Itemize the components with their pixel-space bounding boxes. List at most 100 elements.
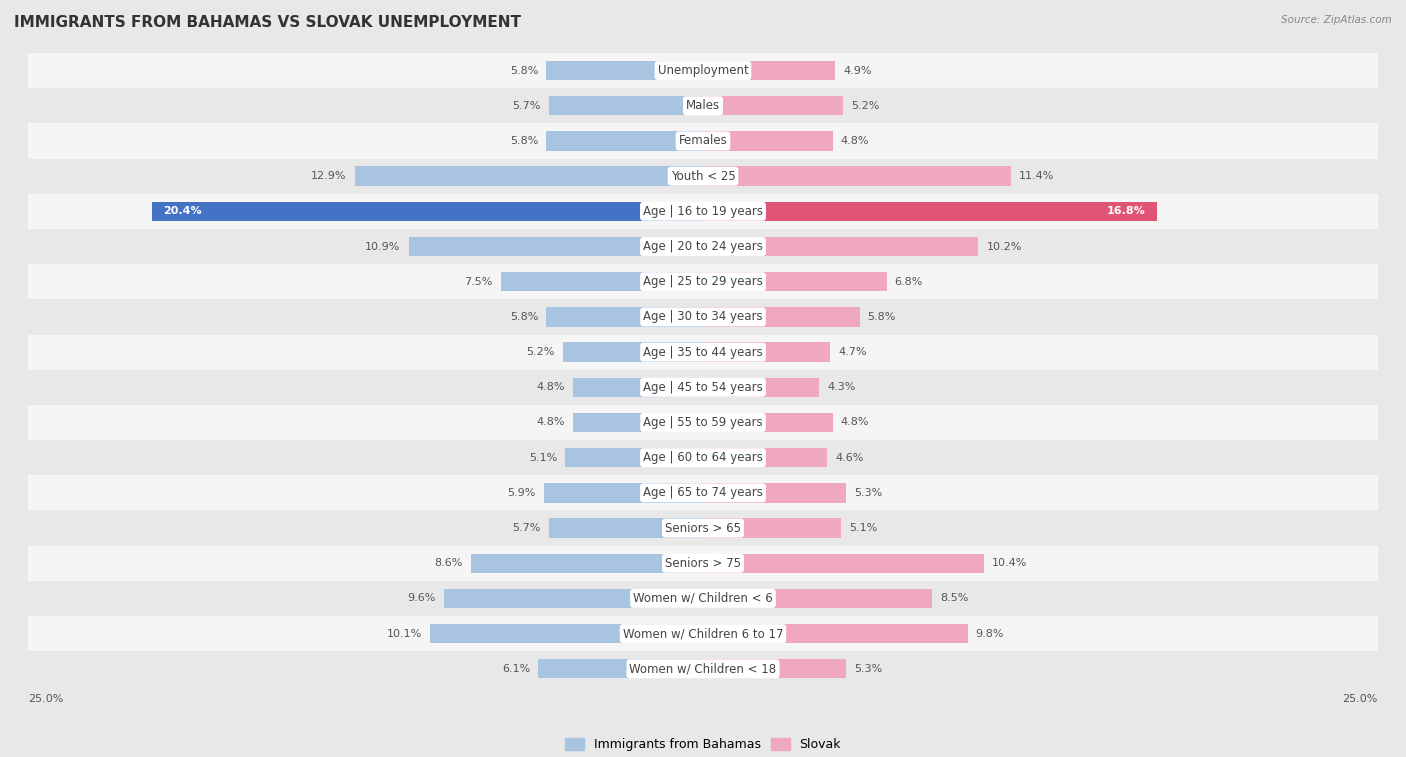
Text: 10.2%: 10.2% bbox=[987, 241, 1022, 251]
Bar bbox=[28, 405, 1378, 440]
Text: Youth < 25: Youth < 25 bbox=[671, 170, 735, 182]
Bar bbox=[703, 483, 846, 503]
Bar bbox=[562, 342, 703, 362]
Bar bbox=[703, 413, 832, 432]
Text: Unemployment: Unemployment bbox=[658, 64, 748, 77]
Text: 4.8%: 4.8% bbox=[841, 418, 869, 428]
Text: 5.7%: 5.7% bbox=[513, 523, 541, 533]
Bar bbox=[574, 378, 703, 397]
Bar bbox=[547, 307, 703, 326]
Text: 9.8%: 9.8% bbox=[976, 628, 1004, 639]
Text: Age | 65 to 74 years: Age | 65 to 74 years bbox=[643, 486, 763, 500]
Bar bbox=[354, 167, 703, 185]
Bar bbox=[471, 553, 703, 573]
Text: 4.8%: 4.8% bbox=[537, 418, 565, 428]
Text: 4.8%: 4.8% bbox=[537, 382, 565, 392]
Text: 10.9%: 10.9% bbox=[366, 241, 401, 251]
Bar bbox=[547, 61, 703, 80]
Legend: Immigrants from Bahamas, Slovak: Immigrants from Bahamas, Slovak bbox=[560, 734, 846, 756]
Text: Age | 35 to 44 years: Age | 35 to 44 years bbox=[643, 346, 763, 359]
Bar bbox=[703, 448, 827, 467]
Bar bbox=[28, 335, 1378, 369]
Bar bbox=[28, 651, 1378, 687]
Text: 5.8%: 5.8% bbox=[868, 312, 896, 322]
Text: Age | 16 to 19 years: Age | 16 to 19 years bbox=[643, 205, 763, 218]
Bar bbox=[28, 440, 1378, 475]
Bar bbox=[28, 123, 1378, 158]
Bar bbox=[409, 237, 703, 256]
Text: 4.7%: 4.7% bbox=[838, 347, 866, 357]
Text: 5.3%: 5.3% bbox=[855, 488, 883, 498]
Bar bbox=[28, 158, 1378, 194]
Text: Age | 60 to 64 years: Age | 60 to 64 years bbox=[643, 451, 763, 464]
Bar bbox=[574, 413, 703, 432]
Bar bbox=[28, 475, 1378, 510]
Text: Age | 30 to 34 years: Age | 30 to 34 years bbox=[643, 310, 763, 323]
Text: 10.1%: 10.1% bbox=[387, 628, 422, 639]
Text: 5.3%: 5.3% bbox=[855, 664, 883, 674]
Text: 5.8%: 5.8% bbox=[510, 312, 538, 322]
Bar bbox=[501, 272, 703, 291]
Text: 25.0%: 25.0% bbox=[28, 693, 63, 704]
Bar bbox=[703, 237, 979, 256]
Bar bbox=[152, 201, 703, 221]
Text: 5.8%: 5.8% bbox=[510, 136, 538, 146]
Text: 5.9%: 5.9% bbox=[508, 488, 536, 498]
Bar bbox=[703, 307, 859, 326]
Text: Women w/ Children < 6: Women w/ Children < 6 bbox=[633, 592, 773, 605]
Text: Age | 45 to 54 years: Age | 45 to 54 years bbox=[643, 381, 763, 394]
Text: Age | 25 to 29 years: Age | 25 to 29 years bbox=[643, 276, 763, 288]
Text: 16.8%: 16.8% bbox=[1107, 207, 1146, 217]
Text: 4.9%: 4.9% bbox=[844, 66, 872, 76]
Bar bbox=[565, 448, 703, 467]
Text: 7.5%: 7.5% bbox=[464, 277, 492, 287]
Bar bbox=[28, 88, 1378, 123]
Text: 4.8%: 4.8% bbox=[841, 136, 869, 146]
Bar bbox=[703, 167, 1011, 185]
Text: 5.7%: 5.7% bbox=[513, 101, 541, 111]
Text: Females: Females bbox=[679, 135, 727, 148]
Bar bbox=[703, 96, 844, 116]
Text: 4.6%: 4.6% bbox=[835, 453, 863, 463]
Bar bbox=[28, 194, 1378, 229]
Text: 5.1%: 5.1% bbox=[849, 523, 877, 533]
Text: 5.1%: 5.1% bbox=[529, 453, 557, 463]
Bar bbox=[28, 616, 1378, 651]
Bar bbox=[703, 589, 932, 608]
Bar bbox=[703, 378, 820, 397]
Text: 12.9%: 12.9% bbox=[311, 171, 347, 181]
Bar bbox=[28, 510, 1378, 546]
Text: 25.0%: 25.0% bbox=[1343, 693, 1378, 704]
Text: 6.8%: 6.8% bbox=[894, 277, 924, 287]
Bar bbox=[538, 659, 703, 678]
Text: Age | 20 to 24 years: Age | 20 to 24 years bbox=[643, 240, 763, 253]
Text: 5.2%: 5.2% bbox=[526, 347, 554, 357]
Bar bbox=[28, 546, 1378, 581]
Text: 9.6%: 9.6% bbox=[408, 593, 436, 603]
Text: 20.4%: 20.4% bbox=[163, 207, 201, 217]
Text: 4.3%: 4.3% bbox=[827, 382, 856, 392]
Text: Age | 55 to 59 years: Age | 55 to 59 years bbox=[643, 416, 763, 429]
Bar bbox=[703, 553, 984, 573]
Bar bbox=[550, 96, 703, 116]
Bar bbox=[703, 272, 887, 291]
Bar bbox=[703, 519, 841, 537]
Bar bbox=[28, 369, 1378, 405]
Text: Seniors > 65: Seniors > 65 bbox=[665, 522, 741, 534]
Bar bbox=[28, 264, 1378, 299]
Bar bbox=[550, 519, 703, 537]
Text: IMMIGRANTS FROM BAHAMAS VS SLOVAK UNEMPLOYMENT: IMMIGRANTS FROM BAHAMAS VS SLOVAK UNEMPL… bbox=[14, 15, 522, 30]
Text: 8.5%: 8.5% bbox=[941, 593, 969, 603]
Text: Women w/ Children 6 to 17: Women w/ Children 6 to 17 bbox=[623, 627, 783, 640]
Bar bbox=[703, 624, 967, 643]
Bar bbox=[444, 589, 703, 608]
Bar bbox=[703, 659, 846, 678]
Text: 5.8%: 5.8% bbox=[510, 66, 538, 76]
Text: 5.2%: 5.2% bbox=[852, 101, 880, 111]
Text: 11.4%: 11.4% bbox=[1019, 171, 1054, 181]
Bar bbox=[28, 581, 1378, 616]
Text: 6.1%: 6.1% bbox=[502, 664, 530, 674]
Bar bbox=[430, 624, 703, 643]
Bar bbox=[703, 342, 830, 362]
Text: Males: Males bbox=[686, 99, 720, 112]
